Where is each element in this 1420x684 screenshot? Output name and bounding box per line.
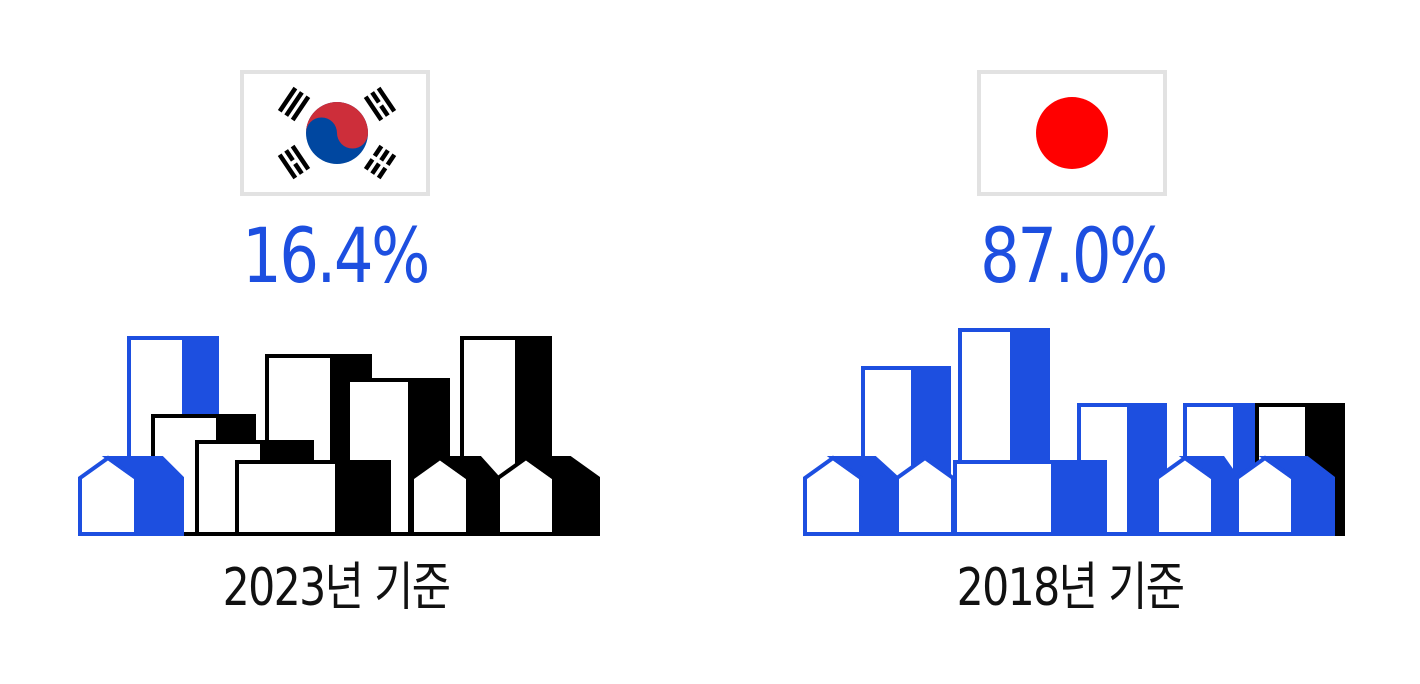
korea-buildings-illustration bbox=[70, 320, 630, 540]
japan-panel: 87.0% bbox=[795, 0, 1355, 684]
hinomaru-icon bbox=[1036, 97, 1108, 169]
trigram-top-right-icon bbox=[363, 86, 397, 122]
japan-percentage: 87.0% bbox=[980, 211, 1168, 300]
trigram-bottom-right-icon bbox=[363, 144, 397, 180]
south-korea-flag-graphic bbox=[277, 86, 397, 180]
korea-panel: 16.4% bbox=[70, 0, 630, 684]
japan-buildings-illustration bbox=[795, 320, 1355, 540]
japan-flag-icon bbox=[977, 70, 1167, 196]
taegeuk-icon bbox=[306, 102, 368, 164]
trigram-top-left-icon bbox=[277, 86, 311, 122]
japan-flag-graphic bbox=[1036, 97, 1108, 169]
south-korea-flag-icon bbox=[240, 70, 430, 196]
korea-percentage: 16.4% bbox=[242, 211, 430, 300]
korea-buildings-graphic bbox=[78, 336, 600, 536]
japan-buildings-graphic bbox=[803, 328, 1345, 536]
japan-reference-year: 2018년 기준 bbox=[956, 558, 1185, 618]
korea-reference-year: 2023년 기준 bbox=[222, 558, 451, 618]
trigram-bottom-left-icon bbox=[277, 144, 311, 180]
